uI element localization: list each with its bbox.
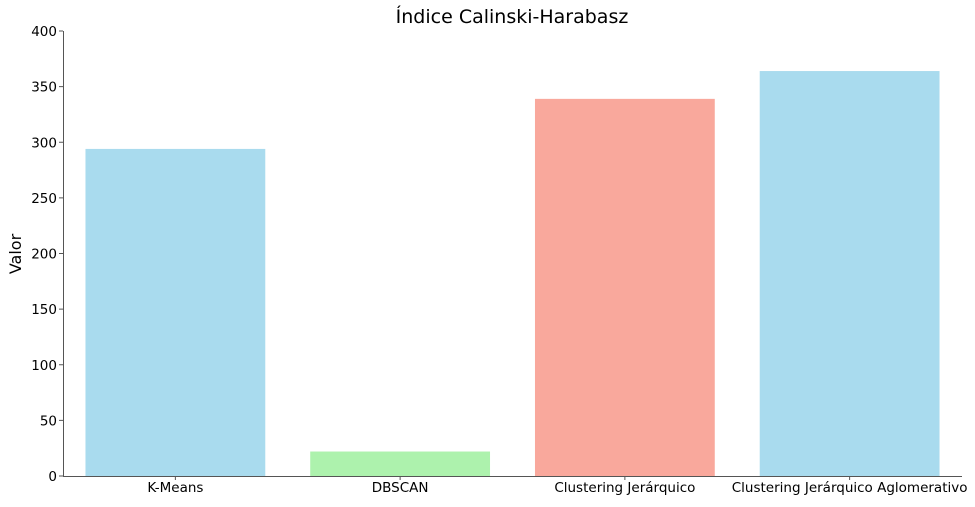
bar-3 (759, 71, 940, 477)
y-tick-label-7: 350 (31, 80, 57, 96)
x-tick-label-2: Clustering Jerárquico (554, 480, 695, 496)
y-tick-label-5: 250 (31, 191, 57, 207)
bar-2 (534, 98, 715, 477)
bar-0 (85, 148, 266, 477)
bar-1 (310, 451, 491, 476)
x-tick-label-1: DBSCAN (372, 480, 429, 496)
y-tick-label-6: 300 (31, 135, 57, 151)
y-tick-label-8: 400 (31, 24, 57, 40)
x-tick-label-3: Clustering Jerárquico Aglomerativo (732, 480, 968, 496)
y-axis-ticks: 0 50 100 150 200 250 300 350 400 (31, 24, 63, 485)
y-axis-label: Valor (6, 233, 25, 274)
x-tick-label-0: K-Means (147, 480, 203, 496)
y-tick-label-4: 200 (31, 247, 57, 263)
x-axis-ticks: K-Means DBSCAN Clustering Jerárquico Cluste… (147, 476, 968, 496)
bars-group (85, 71, 940, 477)
y-tick-label-1: 50 (40, 413, 57, 429)
chart-title: Índice Calinski-Harabasz (396, 5, 629, 28)
y-tick-label-3: 150 (31, 302, 57, 318)
y-tick-label-2: 100 (31, 358, 57, 374)
y-tick-label-0: 0 (48, 469, 57, 485)
